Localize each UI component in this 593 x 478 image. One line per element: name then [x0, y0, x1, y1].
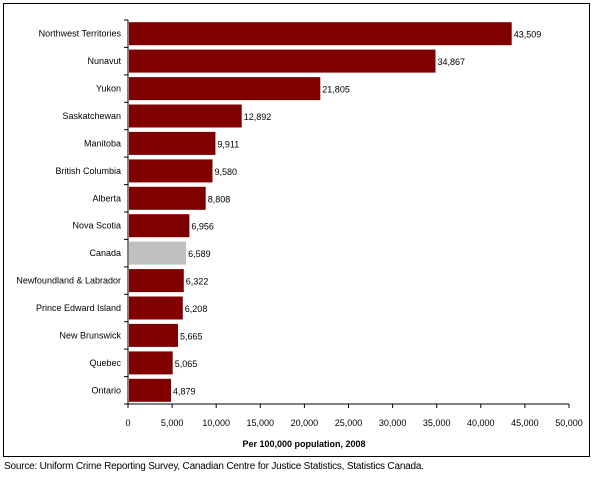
value-label: 34,867 — [438, 57, 466, 67]
bar-newfoundland-labrador — [129, 269, 184, 293]
bar-nova-scotia — [129, 214, 190, 238]
bar-quebec — [129, 351, 173, 375]
category-label: Nunavut — [87, 56, 121, 66]
bar-alberta — [129, 186, 206, 210]
value-label: 43,509 — [514, 30, 542, 40]
bar-british-columbia — [129, 159, 213, 183]
x-tick-label: 50,000 — [555, 418, 583, 428]
x-tick-label: 20,000 — [291, 418, 319, 428]
category-label: New Brunswick — [59, 330, 121, 340]
category-label: Newfoundland & Labrador — [16, 276, 121, 286]
bar-nunavut — [129, 49, 436, 73]
category-label: Canada — [89, 248, 121, 258]
x-tick-label: 35,000 — [423, 418, 451, 428]
bar-yukon — [129, 77, 321, 101]
value-label: 5,065 — [175, 359, 198, 369]
category-label: Prince Edward Island — [36, 303, 121, 313]
category-label: Quebec — [89, 358, 121, 368]
bar-new-brunswick — [129, 323, 178, 347]
category-label: Alberta — [92, 193, 121, 203]
category-label: Ontario — [91, 385, 121, 395]
x-tick-label: 40,000 — [467, 418, 495, 428]
x-tick-label: 45,000 — [511, 418, 539, 428]
value-label: 5,665 — [180, 331, 203, 341]
value-label: 4,879 — [173, 386, 196, 396]
category-label: Nova Scotia — [72, 221, 121, 231]
bar-northwest-territories — [129, 22, 512, 46]
value-label: 8,808 — [208, 194, 231, 204]
x-tick-label: 0 — [125, 418, 130, 428]
bar-ontario — [129, 378, 171, 402]
bar-prince-edward-island — [129, 296, 183, 320]
value-label: 6,208 — [185, 304, 208, 314]
x-tick-label: 10,000 — [202, 418, 230, 428]
value-label: 6,956 — [191, 222, 214, 232]
x-tick-label: 30,000 — [379, 418, 407, 428]
category-label: Saskatchewan — [62, 111, 121, 121]
x-tick-label: 5,000 — [161, 418, 184, 428]
category-label: British Columbia — [55, 166, 121, 176]
category-label: Northwest Territories — [39, 29, 122, 39]
x-tick-label: 15,000 — [247, 418, 275, 428]
source-note: Source: Uniform Crime Reporting Survey, … — [4, 461, 424, 472]
value-label: 9,911 — [217, 139, 239, 149]
bar-saskatchewan — [129, 104, 242, 128]
bar-manitoba — [129, 131, 216, 155]
value-label: 21,805 — [322, 85, 350, 95]
x-axis-title: Per 100,000 population, 2008 — [242, 439, 365, 449]
value-label: 9,580 — [215, 167, 238, 177]
category-label: Yukon — [96, 84, 121, 94]
x-tick-label: 25,000 — [335, 418, 363, 428]
value-label: 6,589 — [188, 249, 211, 259]
value-label: 6,322 — [186, 277, 209, 287]
bar-canada — [129, 241, 187, 265]
value-label: 12,892 — [244, 112, 272, 122]
category-label: Manitoba — [84, 138, 121, 148]
